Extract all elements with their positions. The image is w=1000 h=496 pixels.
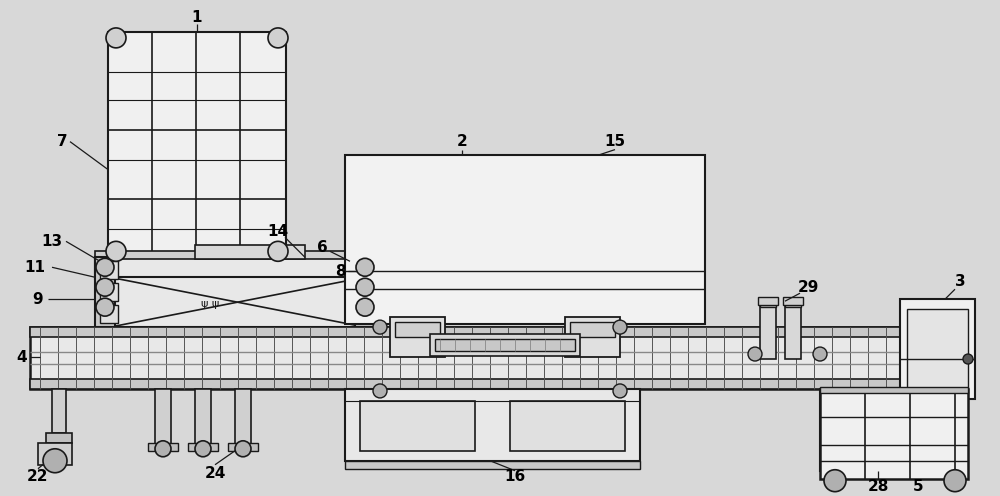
Text: ψ ψ: ψ ψ (201, 299, 219, 309)
Circle shape (268, 28, 288, 48)
Text: 5: 5 (913, 479, 923, 494)
Bar (148, 443, 178, 451)
Bar (100, 261, 118, 279)
Circle shape (613, 320, 627, 334)
Bar (188, 443, 218, 451)
Bar (95, 257, 375, 279)
Bar (195, 389, 211, 444)
Circle shape (963, 354, 973, 364)
Circle shape (356, 258, 374, 276)
Text: 15: 15 (604, 134, 626, 149)
Bar (760, 301, 776, 307)
Text: 9: 9 (33, 292, 43, 307)
Bar (350, 305, 368, 323)
Text: 14: 14 (267, 224, 289, 239)
Circle shape (106, 28, 126, 48)
Bar (100, 305, 118, 323)
Circle shape (824, 470, 846, 492)
Circle shape (356, 278, 374, 296)
Bar (30, 379, 910, 389)
Bar (570, 322, 615, 337)
Text: 3: 3 (955, 274, 965, 289)
Bar (30, 327, 910, 337)
Circle shape (155, 441, 171, 457)
Circle shape (268, 242, 288, 261)
Bar (360, 401, 475, 451)
Bar (100, 283, 118, 301)
Bar (907, 309, 968, 389)
Bar (110, 277, 365, 327)
Bar (435, 339, 575, 351)
Circle shape (813, 347, 827, 361)
Bar (820, 387, 968, 393)
Bar (510, 401, 625, 451)
Bar (350, 261, 368, 279)
Bar (758, 297, 778, 305)
Text: 16: 16 (504, 469, 526, 484)
Bar (783, 297, 803, 305)
Text: 29: 29 (797, 280, 819, 295)
Circle shape (96, 278, 114, 296)
Text: 11: 11 (24, 260, 46, 275)
Circle shape (944, 470, 966, 492)
Bar (235, 389, 251, 444)
Bar (355, 257, 375, 327)
Text: 28: 28 (867, 479, 889, 494)
Text: 7: 7 (57, 134, 67, 149)
Text: 13: 13 (41, 234, 63, 249)
Text: 4: 4 (17, 350, 27, 365)
Circle shape (235, 441, 251, 457)
Bar (345, 389, 640, 461)
Bar (228, 443, 258, 451)
Bar (760, 304, 776, 359)
Text: 6: 6 (317, 240, 327, 255)
Bar (390, 317, 445, 357)
Bar (345, 155, 705, 324)
Circle shape (106, 242, 126, 261)
Bar (820, 389, 910, 471)
Bar (108, 32, 286, 259)
Bar (565, 317, 620, 357)
Text: 22: 22 (27, 469, 49, 484)
Circle shape (613, 384, 627, 398)
Circle shape (373, 384, 387, 398)
Text: 8: 8 (335, 264, 345, 279)
Bar (785, 301, 801, 307)
Circle shape (373, 320, 387, 334)
Circle shape (748, 347, 762, 361)
Bar (46, 433, 72, 443)
Bar (820, 389, 968, 479)
Bar (52, 389, 66, 433)
Bar (345, 461, 640, 469)
Bar (350, 283, 368, 301)
Bar (900, 299, 975, 399)
Bar (195, 246, 305, 259)
Bar (30, 327, 910, 389)
Circle shape (195, 441, 211, 457)
Bar (430, 334, 580, 356)
Bar (95, 257, 115, 327)
Circle shape (356, 298, 374, 316)
Bar (95, 251, 375, 259)
Circle shape (96, 298, 114, 316)
Bar (155, 389, 171, 444)
Bar (785, 304, 801, 359)
Bar (395, 322, 440, 337)
Circle shape (96, 258, 114, 276)
Circle shape (43, 449, 67, 473)
Bar (38, 443, 72, 465)
Text: 1: 1 (192, 10, 202, 25)
Text: 24: 24 (204, 466, 226, 481)
Text: 2: 2 (457, 134, 467, 149)
